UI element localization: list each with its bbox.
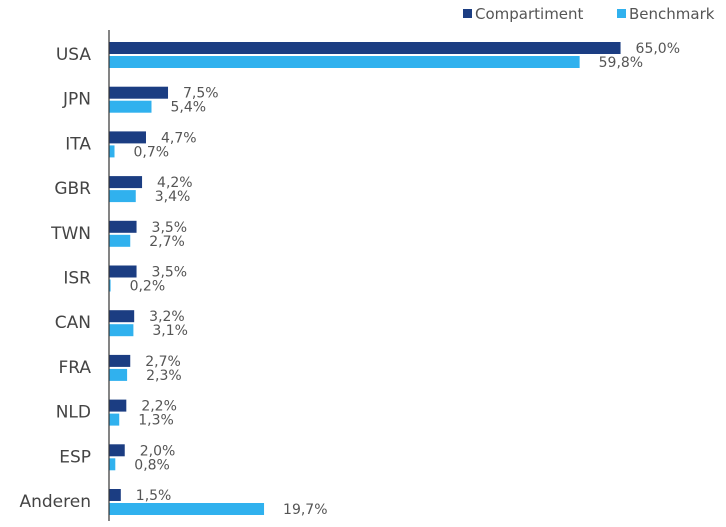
data-label: 2,2% [141, 399, 177, 415]
bar-benchmark [109, 503, 265, 515]
category-label: Anderen [19, 492, 91, 512]
data-label: 3,1% [152, 323, 188, 339]
data-label: 19,7% [283, 502, 327, 518]
data-label: 0,2% [130, 279, 166, 295]
bar-benchmark [109, 145, 115, 158]
data-label: 0,8% [134, 457, 170, 473]
data-label: 2,0% [140, 443, 176, 459]
bar-benchmark [109, 458, 116, 471]
category-label: USA [56, 45, 92, 65]
data-label: 2,7% [145, 354, 181, 370]
category-label: CAN [55, 313, 91, 333]
bar-compartiment [109, 489, 121, 501]
legend-swatch-1 [463, 9, 472, 18]
legend-swatch-2 [617, 9, 626, 18]
data-label: 3,5% [152, 265, 188, 281]
data-label: 2,3% [146, 368, 182, 384]
data-label: 1,3% [138, 413, 174, 429]
bar-benchmark [109, 56, 580, 68]
data-label: 3,4% [155, 189, 191, 205]
category-label: JPN [62, 90, 91, 110]
bar-compartiment [109, 176, 143, 189]
category-label: TWN [50, 224, 91, 244]
bar-benchmark [109, 190, 136, 203]
legend-label-2: Benchmark [629, 5, 715, 23]
data-label: 0,7% [134, 144, 170, 160]
bar-compartiment [109, 86, 169, 99]
category-label: NLD [56, 403, 91, 423]
bar-benchmark [109, 368, 128, 381]
data-label: 2,7% [149, 234, 185, 250]
data-label: 59,8% [599, 55, 643, 71]
category-label: GBR [54, 179, 91, 199]
category-label: ITA [65, 134, 91, 154]
bar-compartiment [109, 399, 127, 412]
data-label: 3,5% [152, 220, 188, 236]
data-label: 65,0% [636, 41, 680, 57]
bar-compartiment [109, 220, 137, 233]
bar-benchmark [109, 279, 111, 292]
data-label: 7,5% [183, 86, 219, 102]
category-label: ESP [59, 447, 91, 467]
bar-compartiment [109, 265, 137, 278]
data-label: 4,2% [157, 175, 193, 191]
legend-label-1: Compartiment [475, 5, 584, 23]
bar-compartiment [109, 354, 131, 367]
bar-compartiment [109, 42, 621, 54]
data-label: 3,2% [149, 309, 185, 325]
bar-compartiment [109, 444, 125, 457]
category-label: FRA [58, 358, 91, 378]
bar-benchmark [109, 413, 120, 426]
data-label: 4,7% [161, 130, 197, 146]
bar-compartiment [109, 310, 135, 323]
data-label: 5,4% [170, 100, 206, 116]
bar-benchmark [109, 234, 131, 247]
category-label: ISR [63, 269, 91, 289]
data-label: 1,5% [136, 488, 172, 504]
bar-benchmark [109, 100, 152, 113]
bar-benchmark [109, 324, 134, 337]
bar-compartiment [109, 131, 146, 144]
